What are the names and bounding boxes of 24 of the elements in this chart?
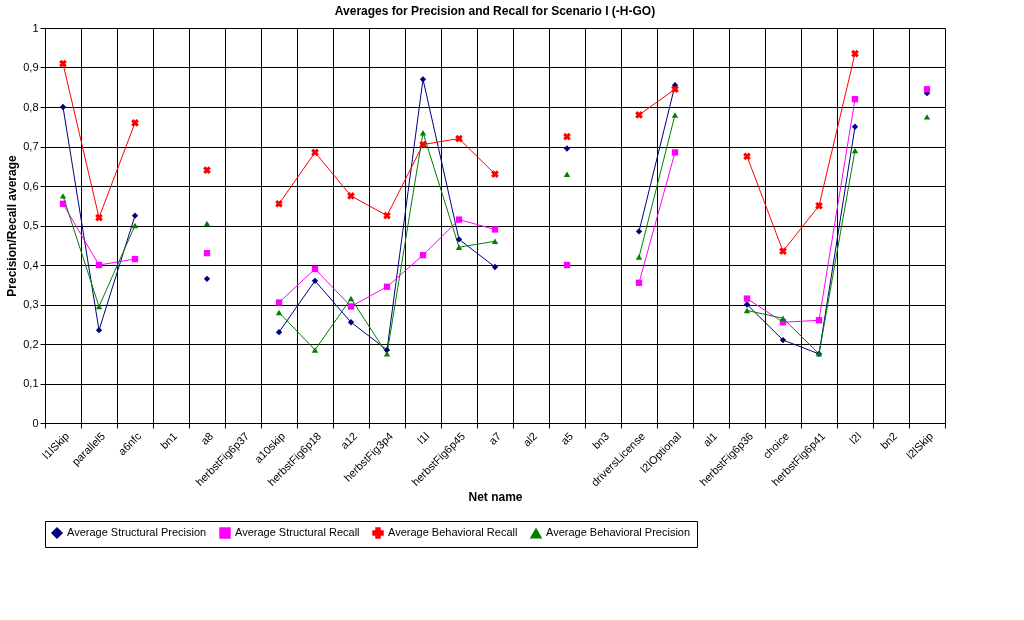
y-tick-label: 1 bbox=[32, 21, 39, 34]
y-tick-label: 0,7 bbox=[23, 140, 39, 152]
y-tick-label: 0,6 bbox=[23, 179, 39, 192]
x-axis-title: Net name bbox=[468, 490, 523, 505]
x-tick-label: al2 bbox=[520, 429, 540, 449]
y-tick-label: 0,5 bbox=[23, 219, 39, 231]
y-tick-label: 0,4 bbox=[23, 258, 39, 271]
legend-label: Average Behavioral Recall bbox=[388, 526, 518, 538]
legend-label: Average Behavioral Precision bbox=[546, 526, 691, 539]
x-tick-label: bn1 bbox=[157, 429, 180, 452]
y-tick-label: 0,1 bbox=[23, 377, 39, 389]
y-tick-label: 0 bbox=[32, 416, 39, 429]
y-tick-label: 0,9 bbox=[23, 61, 39, 73]
y-tick-label: 0,2 bbox=[23, 337, 39, 350]
y-axis-title: Precision/Recall average bbox=[5, 154, 20, 297]
legend-label: Average Structural Recall bbox=[235, 526, 360, 538]
x-tick-label: a5 bbox=[558, 429, 576, 447]
chart-title: Averages for Precision and Recall for Scenario I (-H-GO) bbox=[334, 4, 656, 18]
x-tick-label: a7 bbox=[486, 429, 504, 447]
x-tick-label: bn2 bbox=[877, 429, 900, 452]
x-tick-label: l2l bbox=[847, 429, 864, 447]
legend-label: Average Structural Precision bbox=[67, 526, 207, 538]
y-tick-label: 0,3 bbox=[23, 298, 39, 310]
y-tick-label: 0,8 bbox=[23, 100, 39, 113]
